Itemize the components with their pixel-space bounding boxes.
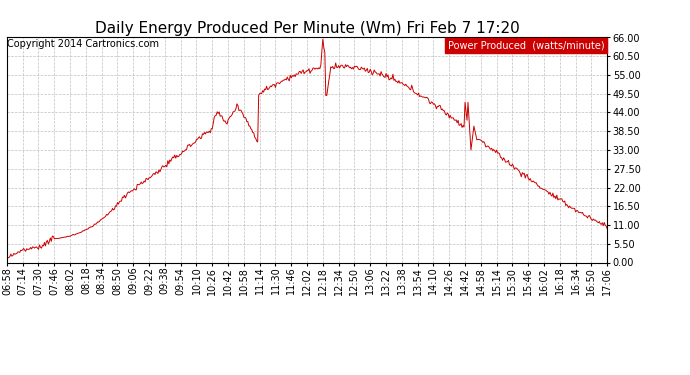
Text: Power Produced  (watts/minute): Power Produced (watts/minute) — [448, 40, 604, 50]
Title: Daily Energy Produced Per Minute (Wm) Fri Feb 7 17:20: Daily Energy Produced Per Minute (Wm) Fr… — [95, 21, 520, 36]
Text: Copyright 2014 Cartronics.com: Copyright 2014 Cartronics.com — [7, 39, 159, 50]
